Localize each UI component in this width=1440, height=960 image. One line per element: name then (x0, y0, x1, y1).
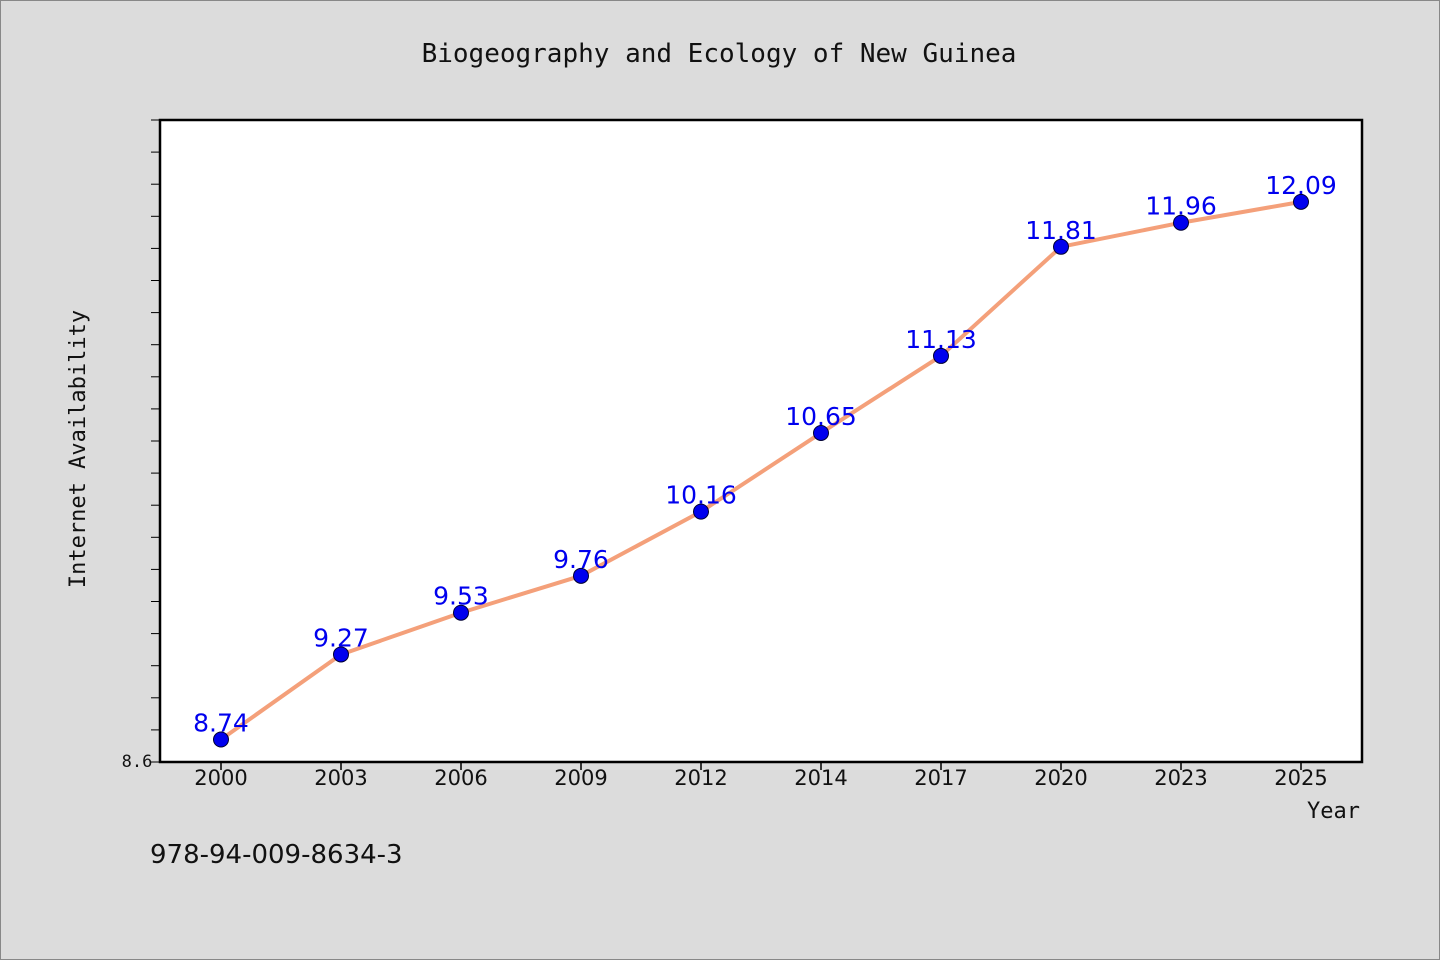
x-tick-label: 2000 (194, 766, 247, 790)
data-label: 10.65 (785, 402, 857, 431)
data-label: 9.76 (553, 545, 609, 574)
data-point (1173, 214, 1189, 231)
data-label: 12.09 (1265, 171, 1337, 200)
chart-title: Biogeography and Ecology of New Guinea (422, 39, 1017, 69)
x-tick-label: 2009 (554, 766, 607, 790)
y-axis-title: Internet Availability (66, 310, 91, 588)
x-tick-label: 2023 (1154, 766, 1207, 790)
data-point (693, 503, 709, 520)
x-axis-title: Year (1307, 799, 1360, 824)
data-label: 11.13 (905, 325, 977, 354)
data-label: 10.16 (665, 481, 737, 510)
data-label: 9.53 (433, 582, 489, 611)
x-tick-label: 2003 (314, 766, 367, 790)
x-axis-ticks: 2000 2003 2006 2009 2012 2014 2017 2020 2023 2025 (194, 762, 1328, 790)
data-point (453, 604, 469, 621)
data-label: 11.96 (1145, 192, 1217, 221)
data-point (813, 424, 829, 441)
data-point (213, 731, 229, 748)
data-point (333, 646, 349, 663)
data-label: 11.81 (1025, 216, 1097, 245)
x-tick-label: 2017 (914, 766, 967, 790)
x-tick-label: 2020 (1034, 766, 1087, 790)
data-point (1293, 193, 1309, 210)
x-tick-label: 2025 (1274, 766, 1327, 790)
x-tick-label: 2014 (794, 766, 847, 790)
isbn-text: 978-94-009-8634-3 (150, 840, 403, 870)
data-point (1053, 238, 1069, 255)
series-line (219, 199, 1303, 742)
y-axis-min-label: 8.6 (122, 752, 153, 772)
data-point (573, 567, 589, 584)
series-layer: 8.74 9.27 9.53 9.76 10.16 10.65 11.13 11.81 11.9… (193, 171, 1337, 748)
data-point (933, 347, 949, 364)
y-axis-ticks (151, 119, 160, 763)
data-label: 9.27 (313, 623, 369, 652)
data-label: 8.74 (193, 709, 249, 738)
x-tick-label: 2006 (434, 766, 487, 790)
x-tick-label: 2012 (674, 766, 727, 790)
